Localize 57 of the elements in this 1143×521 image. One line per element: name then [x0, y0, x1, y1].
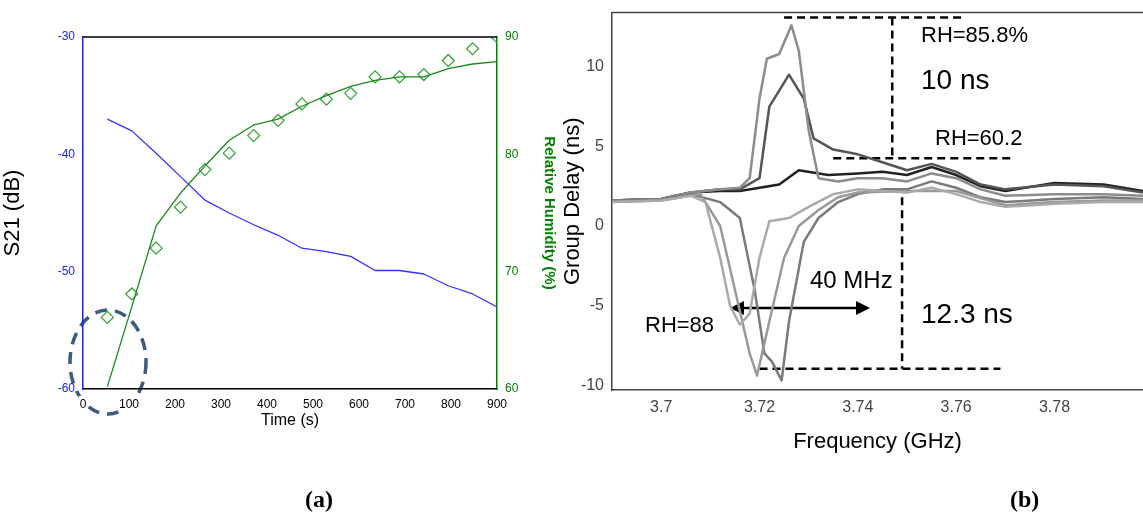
point	[222, 146, 236, 160]
point	[441, 53, 455, 68]
point	[173, 200, 188, 214]
point	[100, 310, 114, 325]
x-tick-label: 600	[348, 396, 370, 411]
y-tick-label: 5	[595, 136, 605, 154]
x-axis-title: Time (s)	[260, 410, 320, 428]
point	[198, 162, 212, 177]
point	[368, 70, 382, 84]
point	[344, 86, 358, 100]
text: (b)	[1010, 486, 1040, 513]
point	[295, 97, 309, 111]
annotation: RH=88	[645, 312, 715, 337]
y-tick-label: -30	[57, 29, 76, 44]
x-tick-label: 800	[440, 396, 462, 411]
point	[392, 70, 407, 84]
point	[247, 128, 261, 143]
x-tick-label: 900	[486, 396, 508, 411]
annotation: 40 MHz	[810, 266, 893, 293]
y2-tick-label: 60	[505, 381, 519, 396]
y-tick-label: 0	[595, 216, 605, 234]
y-axis-title: Group Delay (ns)	[559, 117, 585, 286]
annotation: RH=60.2	[935, 125, 1023, 150]
x-tick-label: 0	[79, 396, 87, 411]
x-tick-label: 3.76	[940, 398, 972, 416]
point	[125, 287, 139, 301]
y-tick-label: -40	[57, 146, 76, 161]
annotation: 10 ns	[921, 64, 990, 95]
annotation: RH=85.8%	[921, 22, 1029, 47]
y2-axis-title: Relative Humidity (%)	[541, 136, 559, 290]
point	[149, 241, 163, 255]
x-tick-label: 100	[118, 396, 140, 411]
y2-tick-label: 70	[505, 263, 519, 278]
y-tick-label: -5	[589, 296, 605, 314]
point	[466, 42, 480, 56]
x-tick-label: 200	[164, 396, 186, 411]
x-axis-title: Frequency (GHz)	[793, 427, 962, 453]
y-tick-label: -50	[57, 263, 76, 278]
y2-tick-label: 90	[505, 29, 519, 44]
point	[271, 113, 285, 127]
x-tick-label: 3.7	[650, 398, 673, 416]
y-tick-label: -60	[57, 381, 76, 396]
annotation: 12.3 ns	[921, 298, 1013, 329]
x-tick-label: 700	[394, 396, 416, 411]
y2-tick-label: 80	[505, 146, 519, 161]
x-tick-label: 3.72	[743, 398, 776, 416]
x-tick-label: 500	[302, 396, 324, 411]
point	[319, 92, 333, 106]
point	[417, 67, 431, 82]
x-tick-label: 3.74	[842, 398, 874, 416]
x-tick-label: 3.78	[1038, 398, 1071, 416]
text: (a)	[305, 486, 333, 513]
y-tick-label: -10	[580, 375, 605, 393]
y-tick-label: 10	[586, 57, 605, 75]
y-axis-title: S21 (dB)	[0, 169, 25, 257]
x-tick-label: 300	[210, 396, 232, 411]
x-tick-label: 400	[256, 396, 278, 411]
